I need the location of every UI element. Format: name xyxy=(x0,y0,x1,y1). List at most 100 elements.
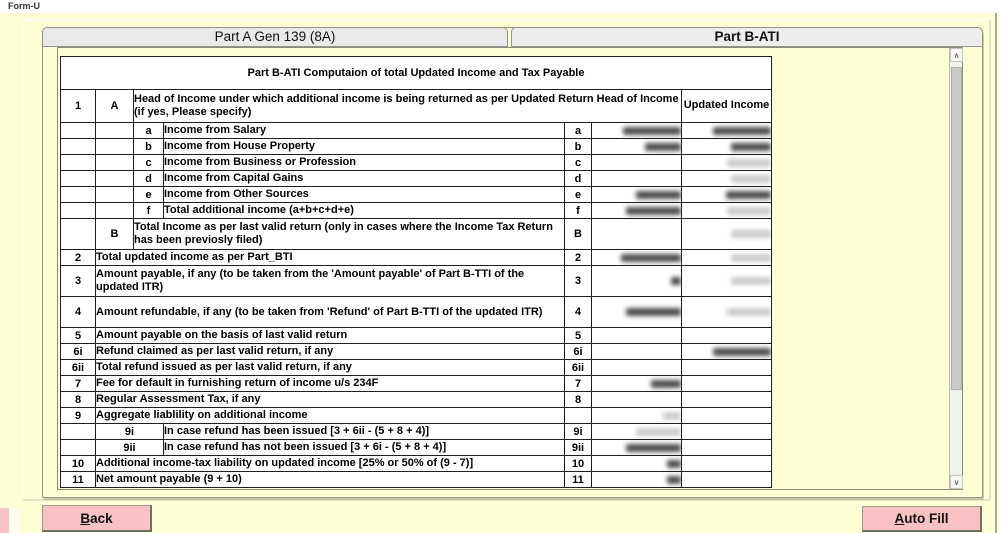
redacted-value-blur xyxy=(731,142,771,151)
background-window-fragment xyxy=(0,508,9,533)
updated-income-field xyxy=(681,343,772,360)
auto-fill-button[interactable]: Auto Fill xyxy=(862,506,982,532)
back-button-label: ack xyxy=(90,510,113,526)
back-button[interactable]: Back xyxy=(42,505,152,532)
amount-input-field[interactable] xyxy=(591,218,682,250)
table-row: 8 Regular Assessment Tax, if any 8 xyxy=(60,391,772,408)
redacted-value-blur xyxy=(667,475,681,484)
amount-input-field[interactable] xyxy=(591,186,682,203)
amount-input-field[interactable] xyxy=(591,170,682,187)
redacted-value-blur xyxy=(651,379,681,388)
row-description: Aggregate liablility on additional incom… xyxy=(95,407,565,424)
amount-input-field[interactable] xyxy=(591,343,682,360)
amount-input-field[interactable] xyxy=(591,327,682,344)
row-letter-label: B xyxy=(95,218,134,250)
redacted-value-blur xyxy=(621,253,681,262)
table-row: a Income from Salary a xyxy=(60,122,772,139)
empty-cell xyxy=(95,122,134,139)
empty-cell xyxy=(95,186,134,203)
vertical-scrollbar[interactable]: ∧ ∨ xyxy=(949,48,963,489)
header-row-description: Head of Income under which additional in… xyxy=(133,89,682,123)
row-description: Income from Capital Gains xyxy=(163,170,565,187)
row-ref-label: 6ii xyxy=(564,359,592,376)
redacted-value-blur xyxy=(636,427,681,436)
row-ref-label: B xyxy=(564,218,592,250)
row-ref-label: c xyxy=(564,154,592,171)
table-title-row: Part B-ATI Computaion of total Updated I… xyxy=(60,56,772,90)
row-sub-label: 9ii xyxy=(95,439,164,456)
row-ref-label: 11 xyxy=(564,471,592,488)
table-row: 5 Amount payable on the basis of last val… xyxy=(60,327,772,344)
row-ref-label: 7 xyxy=(564,375,592,392)
amount-input-field[interactable] xyxy=(591,154,682,171)
amount-input-field[interactable] xyxy=(591,391,682,408)
row-ref-label: 3 xyxy=(564,265,592,297)
empty-cell xyxy=(60,138,96,155)
table-row: 9ii In case refund has not been issued [3… xyxy=(60,439,772,456)
window-title: Form-U xyxy=(8,1,40,11)
empty-cell xyxy=(60,202,96,219)
scrollbar-thumb[interactable] xyxy=(951,67,962,390)
redacted-value-blur xyxy=(731,277,771,286)
tab-part-b-ati[interactable]: Part B-ATI xyxy=(511,27,983,47)
empty-cell xyxy=(95,138,134,155)
row-description: Additional income-tax liability on updat… xyxy=(95,455,565,472)
table-row: 3 Amount payable, if any (to be taken fro… xyxy=(60,265,772,297)
row-description: Total Income as per last valid return (o… xyxy=(133,218,565,250)
header-row-letter: A xyxy=(95,89,134,123)
table-row: b Income from House Property b xyxy=(60,138,772,155)
row-description: Income from Salary xyxy=(163,122,565,139)
tab-part-a-gen-139[interactable]: Part A Gen 139 (8A) xyxy=(42,27,508,47)
row-sub-label: b xyxy=(133,138,164,155)
row-number-label: 3 xyxy=(60,265,96,297)
redacted-value-blur xyxy=(626,206,681,215)
amount-calculated-field xyxy=(591,471,682,488)
row-number-label: 10 xyxy=(60,455,96,472)
row-description: Total updated income as per Part_BTI xyxy=(95,249,565,266)
redacted-value-blur xyxy=(626,308,681,317)
redacted-value-blur xyxy=(713,347,771,356)
table-row: 6i Refund claimed as per last valid retur… xyxy=(60,343,772,360)
row-description: Total refund issued as per last valid re… xyxy=(95,359,565,376)
amount-input-field[interactable] xyxy=(591,122,682,139)
window-right-edge xyxy=(995,13,997,533)
header-row-number: 1 xyxy=(60,89,96,123)
row-ref-label: a xyxy=(564,122,592,139)
empty-cell xyxy=(60,439,96,456)
amount-input-field[interactable] xyxy=(591,138,682,155)
amount-input-field[interactable] xyxy=(591,359,682,376)
updated-income-field xyxy=(681,202,772,219)
redacted-value-blur xyxy=(645,142,681,151)
row-description: Net amount payable (9 + 10) xyxy=(95,471,565,488)
row-description: Fee for default in furnishing return of … xyxy=(95,375,565,392)
row-ref-label: 10 xyxy=(564,455,592,472)
row-number-label: 8 xyxy=(60,391,96,408)
table-header-row: 1 A Head of Income under which additiona… xyxy=(60,89,772,123)
window-titlebar: Form-U xyxy=(0,0,1000,13)
amount-calculated-field xyxy=(591,423,682,440)
row-sub-label: e xyxy=(133,186,164,203)
scroll-up-icon[interactable]: ∧ xyxy=(950,48,963,62)
table-row: c Income from Business or Profession c xyxy=(60,154,772,171)
redacted-value-blur xyxy=(731,174,771,183)
row-number-label: 4 xyxy=(60,296,96,328)
table-row: 7 Fee for default in furnishing return of… xyxy=(60,375,772,392)
row-sub-label: f xyxy=(133,202,164,219)
table-row: 2 Total updated income as per Part_BTI 2 xyxy=(60,249,772,266)
row-ref-label: 9i xyxy=(564,423,592,440)
row-description: Refund claimed as per last valid return,… xyxy=(95,343,565,360)
redacted-value-blur xyxy=(713,126,771,135)
scroll-down-icon[interactable]: ∨ xyxy=(950,475,963,489)
updated-income-field xyxy=(681,296,772,328)
redacted-value-blur xyxy=(626,443,681,452)
row-ref-label: 5 xyxy=(564,327,592,344)
auto-fill-button-accel: A xyxy=(894,511,905,526)
table-row: d Income from Capital Gains d xyxy=(60,170,772,187)
row-description: Amount refundable, if any (to be taken f… xyxy=(95,296,565,328)
row-sub-label: a xyxy=(133,122,164,139)
redacted-value-blur xyxy=(636,190,681,199)
updated-income-column-header: Updated Income xyxy=(681,89,772,123)
back-button-accel: B xyxy=(80,510,91,526)
updated-income-field xyxy=(681,359,772,376)
amount-calculated-field xyxy=(591,296,682,328)
